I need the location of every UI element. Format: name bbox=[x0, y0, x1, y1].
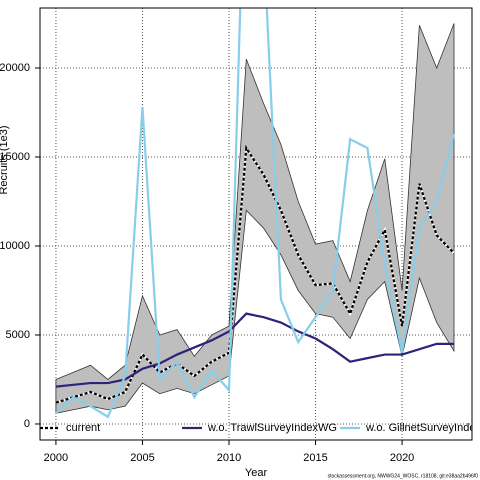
series-line bbox=[55, 8, 456, 419]
y-tick-label: 10000 bbox=[0, 240, 30, 252]
y-axis-label: Recruits (1e3) bbox=[0, 125, 10, 194]
series-line bbox=[55, 144, 455, 404]
x-tick-label: 2020 bbox=[390, 452, 414, 464]
legend-label: w.o. TrawlSurveyIndexWG bbox=[207, 422, 337, 434]
plot-frame bbox=[39, 7, 473, 441]
y-tick-label: 20000 bbox=[0, 62, 30, 74]
footer: stockassessment.org, NWWG24_WOSC, r18108… bbox=[328, 473, 479, 479]
x-tick-label: 2015 bbox=[303, 452, 327, 464]
plot-area: current w.o. TrawlSurveyIndexWG w.o. Gilln… bbox=[40, 8, 480, 440]
y-tick-label: 0 bbox=[24, 418, 30, 430]
y-tick-label: 15000 bbox=[0, 151, 30, 163]
x-axis-label: Year bbox=[245, 467, 268, 479]
legend-label: current bbox=[66, 422, 100, 434]
legend-label: w.o. GillnetSurveyIndex bbox=[365, 422, 480, 434]
confidence-band bbox=[55, 23, 455, 414]
x-tick-label: 2010 bbox=[217, 452, 241, 464]
x-tick-label: 2000 bbox=[44, 452, 68, 464]
x-tick-label: 2005 bbox=[130, 452, 154, 464]
y-tick-label: 5000 bbox=[6, 329, 30, 341]
